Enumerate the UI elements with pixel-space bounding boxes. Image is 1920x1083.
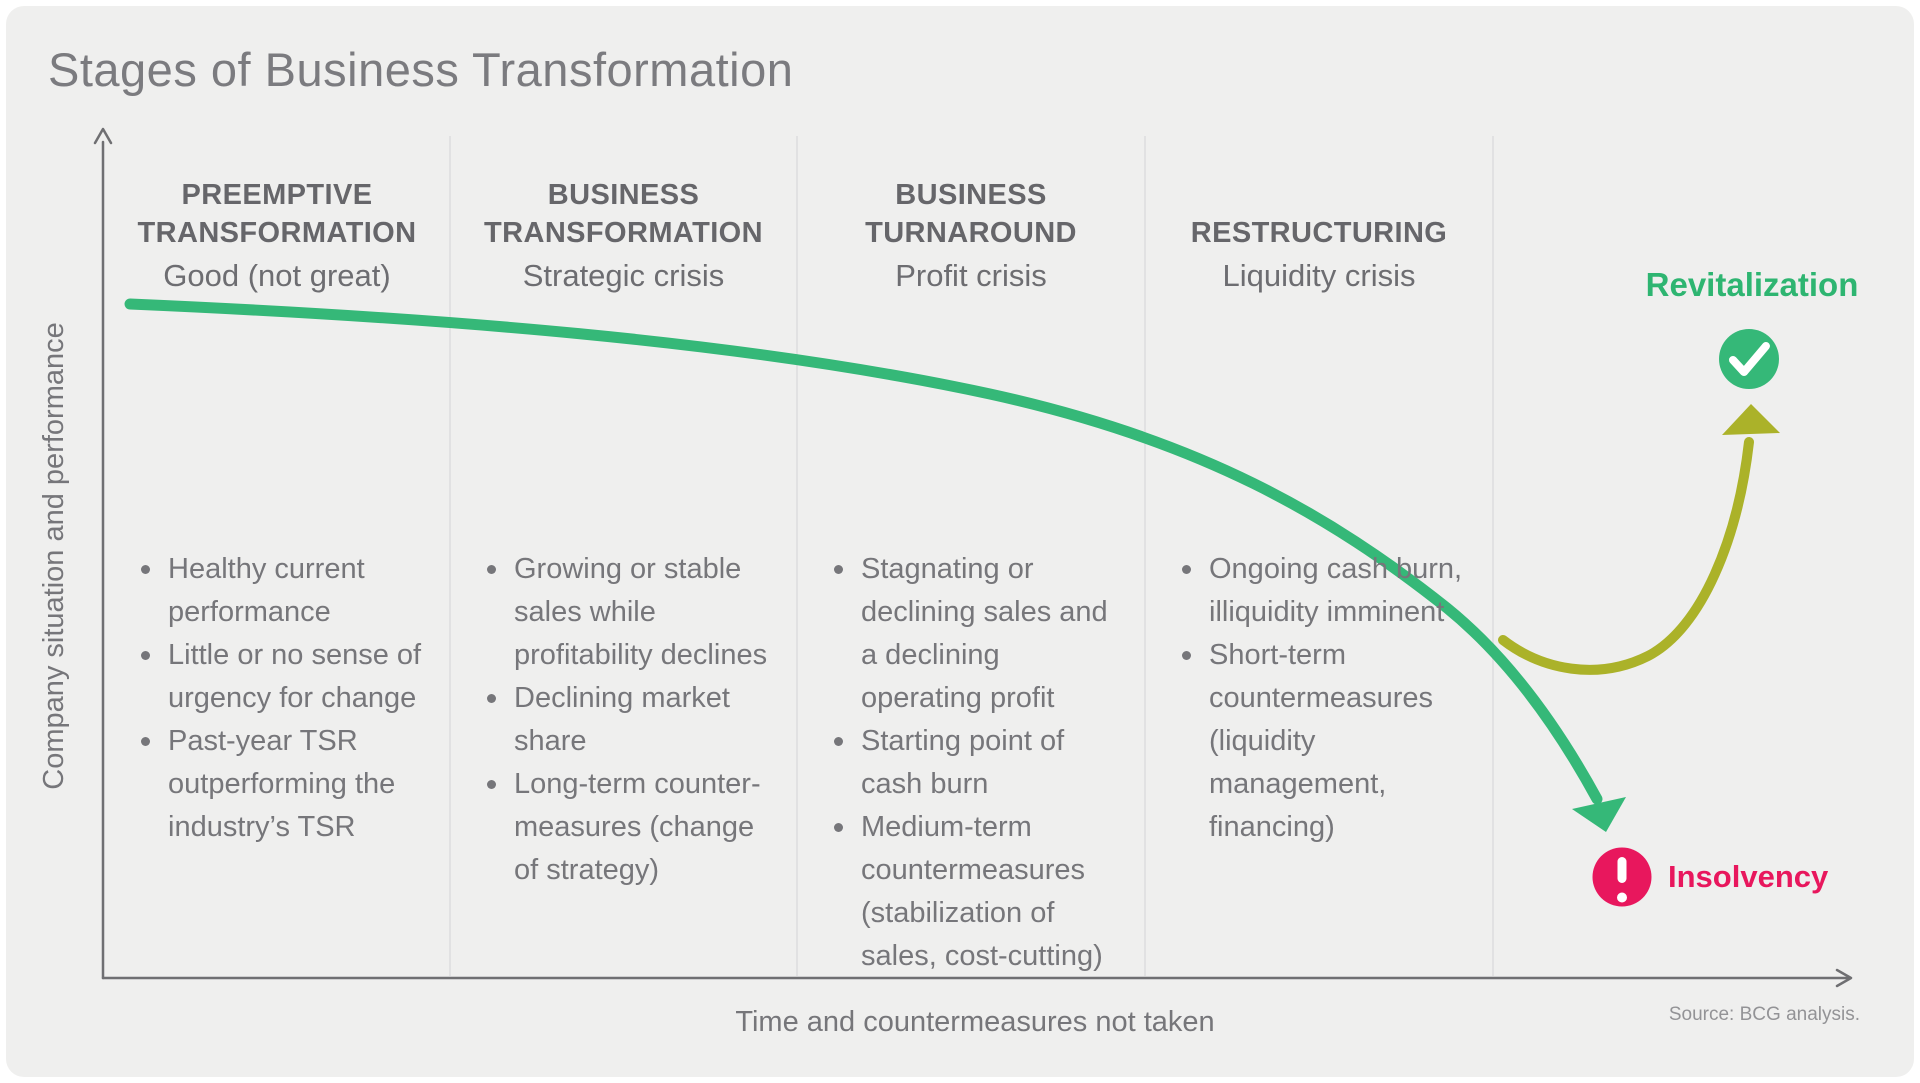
bullet-item: Ongoing cash burn, illiquidity imminent [1177,548,1475,634]
bullet-list: Growing or stable sales while profitabil… [482,548,779,892]
bullet-text: Medium-term countermeasures (stabilizati… [861,811,1103,972]
column-preemptive-transformation: PREEMPTIVE TRANSFORMATION Good (not grea… [104,0,450,1000]
bullet-dot-icon [487,565,496,574]
decline-arrowhead-icon [1572,797,1626,832]
column-header: BUSINESS TRANSFORMATION [450,172,797,252]
x-axis-arrow-icon [1835,968,1853,988]
bullet-text: Ongoing cash burn, illiquidity imminent [1209,553,1463,628]
bullet-item: Stagnating or declining sales and a decl… [829,548,1127,720]
bullet-dot-icon [487,694,496,703]
bullet-dot-icon [1182,651,1191,660]
column-header: RESTRUCTURING [1145,172,1493,252]
column-restructuring: RESTRUCTURING Liquidity crisis Ongoing c… [1145,0,1493,1000]
revitalization-label: Revitalization [1645,266,1859,303]
bullet-list: Healthy current performance Little or no… [136,548,432,849]
column-header: PREEMPTIVE TRANSFORMATION [104,172,450,252]
x-axis-label: Time and countermeasures not taken [735,1006,1215,1038]
bullet-item: Medium-term countermeasures (stabilizati… [829,806,1127,978]
recovery-curve [1498,437,1754,675]
column-header-line: BUSINESS [895,179,1047,211]
check-icon [1719,329,1779,389]
bullet-dot-icon [141,737,150,746]
bullet-item: Long-term counter-measures (change of st… [482,763,779,892]
bullet-item: Growing or stable sales while profitabil… [482,548,779,677]
column-header-line: BUSINESS [547,179,700,211]
recovery-arrowhead-icon [1722,404,1780,435]
bullet-dot-icon [1182,565,1191,574]
source-note: Source: BCG analysis. [1668,1004,1860,1025]
bullet-text: Past-year TSR outperforming the industry… [168,725,396,843]
bullet-list: Ongoing cash burn, illiquidity imminent … [1177,548,1475,849]
bullet-dot-icon [834,823,843,832]
bullet-item: Short-term countermeasures (liquidity ma… [1177,634,1475,849]
y-axis-label: Company situation and performance [38,322,70,790]
bullet-text: Starting point of cash burn [861,725,1065,800]
bullet-text: Healthy current performance [168,553,365,628]
insolvency-label: Insolvency [1668,859,1829,894]
bullet-item: Past-year TSR outperforming the industry… [136,720,432,849]
column-header: BUSINESS TURNAROUND [797,172,1145,252]
decline-curve [124,298,1603,805]
bullet-dot-icon [834,737,843,746]
column-header-line: TURNAROUND [865,217,1077,249]
bullet-text: Long-term counter-measures (change of st… [514,768,761,886]
column-business-transformation: BUSINESS TRANSFORMATION Strategic crisis… [450,0,797,1000]
column-subtitle: Good (not great) [163,258,391,293]
column-subtitle: Strategic crisis [522,258,725,293]
bullet-item: Little or no sense of urgency for change [136,634,432,720]
bullet-dot-icon [141,651,150,660]
bullet-text: Little or no sense of urgency for change [168,639,422,714]
column-subtitle: Profit crisis [895,258,1047,293]
bullet-dot-icon [487,780,496,789]
column-header-line: TRANSFORMATION [484,217,763,249]
column-header-line: TRANSFORMATION [137,217,417,249]
bullet-dot-icon [141,565,150,574]
column-header-line: PREEMPTIVE [181,179,373,211]
bullet-text: Stagnating or declining sales and a decl… [861,553,1108,714]
bullet-text: Growing or stable sales while profitabil… [514,553,768,671]
bullet-dot-icon [834,565,843,574]
bullet-item: Starting point of cash burn [829,720,1127,806]
bullet-text: Declining market share [514,682,730,757]
bullet-item: Declining market share [482,677,779,763]
bullet-list: Stagnating or declining sales and a decl… [829,548,1127,978]
bullet-item: Healthy current performance [136,548,432,634]
column-header-line: RESTRUCTURING [1190,217,1448,249]
chart-panel [6,6,1914,1077]
bullet-text: Short-term countermeasures (liquidity ma… [1209,639,1434,843]
exclamation-icon [1592,847,1652,907]
column-business-turnaround: BUSINESS TURNAROUND Profit crisis Stagna… [797,0,1145,1000]
page-title: Stages of Business Transformation [48,43,794,96]
column-subtitle: Liquidity crisis [1222,258,1416,293]
y-axis-arrow-icon [93,127,113,145]
